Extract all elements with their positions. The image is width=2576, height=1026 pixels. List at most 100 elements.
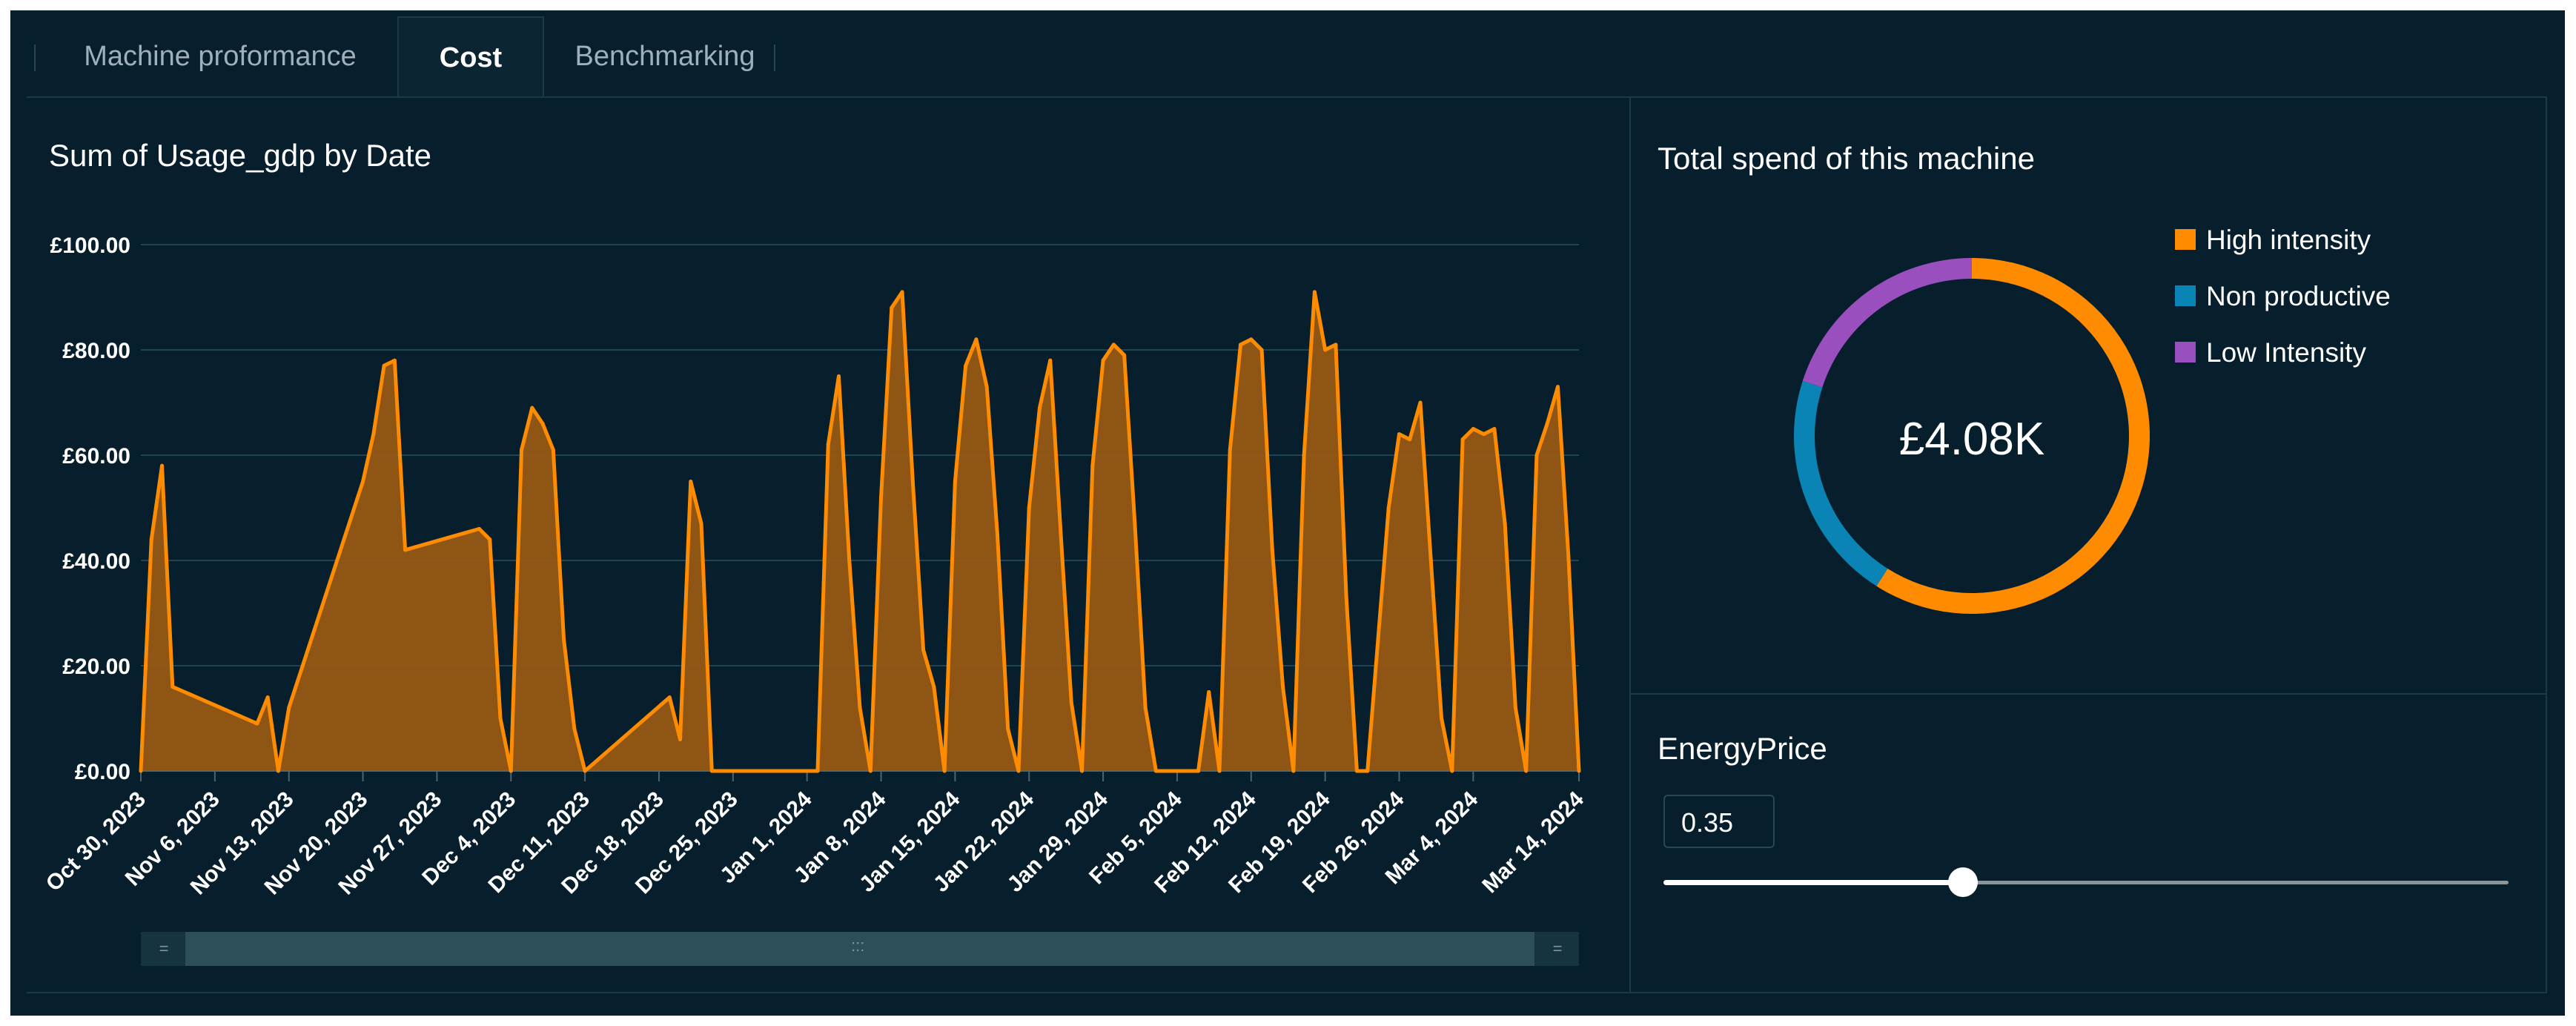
energy-price-slider-fill <box>1663 880 1963 885</box>
usage-point <box>868 769 873 773</box>
usage-point <box>836 374 841 378</box>
usage-point <box>1101 358 1105 363</box>
usage-point <box>921 648 926 652</box>
tab-benchmarking[interactable]: Benchmarking <box>575 41 755 72</box>
usage-point <box>1524 769 1529 773</box>
y-tick-label: £60.00 <box>62 444 130 469</box>
scrollbar-left-handle[interactable]: = <box>142 932 185 966</box>
usage-point <box>678 737 682 741</box>
dashboard-frame <box>10 10 2565 1016</box>
usage-point <box>530 406 534 410</box>
usage-point <box>1143 706 1148 710</box>
usage-point <box>1312 290 1317 294</box>
scrollbar-grip-icon: ::: <box>851 936 865 955</box>
usage-point <box>1513 706 1517 710</box>
energy-price-slider-thumb[interactable] <box>1948 867 1978 897</box>
usage-point <box>1418 400 1423 405</box>
line-chart-title: Sum of Usage_gdp by Date <box>49 138 431 173</box>
usage-point <box>572 727 577 731</box>
usage-point <box>1016 769 1021 773</box>
usage-point <box>583 769 587 773</box>
usage-point <box>1239 342 1243 347</box>
usage-point <box>995 532 999 536</box>
usage-point <box>1027 506 1031 510</box>
usage-point <box>1196 769 1200 773</box>
usage-point <box>1281 684 1285 689</box>
usage-point <box>403 548 408 552</box>
usage-line <box>139 290 1581 773</box>
usage-point <box>1354 769 1359 773</box>
legend-swatch <box>2175 285 2196 307</box>
panel-bottom-border <box>27 992 2547 993</box>
usage-point <box>1408 437 1412 442</box>
usage-point <box>1069 701 1073 705</box>
usage-point <box>562 638 566 641</box>
usage-point <box>1482 432 1486 437</box>
usage-point <box>1386 506 1391 510</box>
usage-point <box>477 526 481 531</box>
tab-bar: Machine proformance Cost Benchmarking <box>27 16 798 98</box>
usage-point <box>520 448 524 452</box>
y-tick-label: £80.00 <box>62 339 130 363</box>
donut-slice-non-productive[interactable] <box>1794 380 1888 586</box>
usage-point <box>942 769 947 773</box>
legend-swatch <box>2175 229 2196 251</box>
y-tick-label: £20.00 <box>62 655 130 679</box>
usage-point <box>1153 769 1158 773</box>
energy-price-input[interactable]: 0.35 <box>1663 795 1775 848</box>
usage-point <box>1566 553 1571 557</box>
tab-cost[interactable]: Cost <box>397 16 544 98</box>
y-tick-label: £0.00 <box>75 760 130 784</box>
usage-area-chart: £0.00£20.00£40.00£60.00£80.00£100.00Oct … <box>42 234 1589 899</box>
usage-point <box>1038 406 1042 410</box>
donut-slice-low-intensity[interactable] <box>1802 258 1972 388</box>
usage-point <box>1397 432 1401 437</box>
usage-point <box>953 480 957 483</box>
usage-point <box>932 684 936 689</box>
usage-point <box>1059 532 1063 536</box>
usage-area <box>141 291 1579 771</box>
usage-point <box>858 706 862 710</box>
usage-point <box>689 480 693 483</box>
tab-machine-proformance[interactable]: Machine proformance <box>84 41 357 72</box>
tab-separator <box>34 44 36 71</box>
usage-point <box>382 363 386 368</box>
usage-point <box>287 706 291 710</box>
usage-point <box>1503 521 1507 526</box>
usage-point <box>1440 716 1444 721</box>
usage-point <box>1323 348 1328 352</box>
usage-point <box>255 721 259 726</box>
legend-high-intensity: High intensity <box>2175 224 2371 256</box>
usage-point <box>509 769 513 773</box>
usage-point <box>1048 358 1053 363</box>
y-tick-label: £40.00 <box>62 549 130 574</box>
usage-point <box>890 305 894 310</box>
usage-point <box>1344 595 1348 600</box>
panel-horizontal-divider <box>1631 693 2547 695</box>
chart-scrollbar-thumb[interactable] <box>185 932 1534 966</box>
usage-point <box>667 695 672 700</box>
usage-point <box>139 769 143 773</box>
tab-separator <box>774 44 775 71</box>
usage-point <box>900 290 904 294</box>
usage-point <box>488 537 492 542</box>
usage-point <box>709 769 714 773</box>
energy-price-title: EnergyPrice <box>1658 731 1827 766</box>
usage-point <box>1555 385 1560 389</box>
usage-point <box>1249 337 1254 342</box>
usage-point <box>276 769 280 773</box>
usage-point <box>826 443 830 447</box>
usage-point <box>1302 453 1306 457</box>
panel-vertical-divider <box>1629 98 1631 992</box>
energy-price-slider-track[interactable] <box>1963 881 2509 884</box>
legend-label: Low Intensity <box>2206 337 2366 368</box>
usage-point <box>1006 727 1010 731</box>
donut-title: Total spend of this machine <box>1658 141 2035 176</box>
scrollbar-right-handle[interactable]: = <box>1536 932 1579 966</box>
legend-swatch <box>2175 342 2196 363</box>
usage-point <box>149 537 153 542</box>
usage-point <box>1207 690 1211 694</box>
donut-slice-high-intensity[interactable] <box>1876 258 2150 614</box>
usage-point <box>1492 427 1497 431</box>
usage-point <box>815 769 820 773</box>
